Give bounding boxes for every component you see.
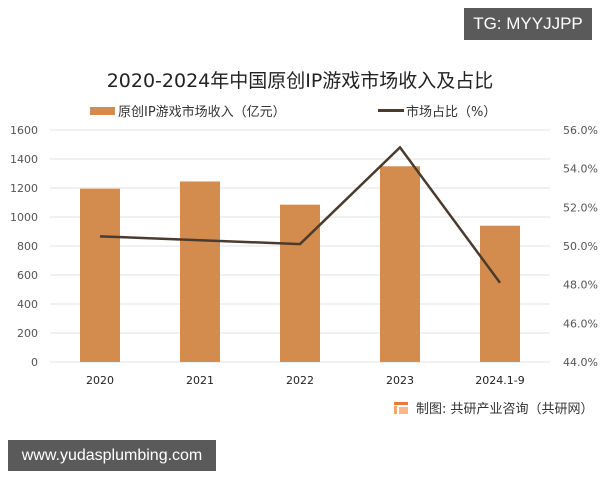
- right-tick-label: 46.0%: [563, 317, 598, 330]
- x-tick-label: 2021: [186, 374, 214, 387]
- left-tick-label: 400: [17, 298, 38, 311]
- bar: [380, 166, 420, 362]
- left-tick-label: 1600: [10, 124, 38, 137]
- right-tick-label: 44.0%: [563, 356, 598, 369]
- source-credit: 制图: 共研产业咨询（共研网）: [394, 398, 594, 417]
- x-axis-labels: 2020 2021 2022 2023 2024.1-9: [86, 374, 525, 387]
- chart-title: 2020-2024年中国原创IP游戏市场收入及占比: [106, 70, 494, 92]
- legend-bar-swatch: [90, 106, 115, 115]
- bar-series: [80, 166, 520, 362]
- left-tick-label: 0: [31, 356, 38, 369]
- left-tick-label: 800: [17, 240, 38, 253]
- x-tick-label: 2022: [286, 374, 314, 387]
- right-tick-label: 50.0%: [563, 240, 598, 253]
- legend-label-revenue: 原创IP游戏市场收入（亿元）: [118, 105, 286, 120]
- source-logo-icon: [394, 401, 408, 415]
- bar: [480, 225, 520, 362]
- watermark-badge: TG: MYYJJPP: [464, 8, 592, 40]
- bar: [180, 181, 220, 362]
- bar: [280, 204, 320, 362]
- left-tick-label: 1200: [10, 182, 38, 195]
- left-tick-label: 1400: [10, 153, 38, 166]
- right-tick-label: 54.0%: [563, 163, 598, 176]
- right-tick-label: 52.0%: [563, 201, 598, 214]
- url-banner: www.yudasplumbing.com: [8, 440, 216, 471]
- left-tick-label: 1000: [10, 211, 38, 224]
- legend-line-swatch: [378, 109, 404, 112]
- legend-label-share: 市场占比（%）: [406, 105, 497, 120]
- share-line: [99, 145, 502, 284]
- x-tick-label: 2023: [386, 374, 414, 387]
- right-tick-label: 56.0%: [563, 124, 598, 137]
- legend-item-share: 市场占比（%）: [378, 101, 496, 120]
- left-tick-label: 200: [17, 327, 38, 340]
- left-axis-labels: 0 200 400 600 800 1000 1200 1400 1600: [10, 124, 38, 369]
- legend-item-revenue: 原创IP游戏市场收入（亿元）: [90, 101, 286, 120]
- x-tick-label: 2020: [86, 374, 114, 387]
- bar: [80, 188, 120, 362]
- line-series: [99, 145, 502, 284]
- x-tick-label: 2024.1-9: [475, 374, 524, 387]
- left-tick-label: 600: [17, 269, 38, 282]
- source-text: 制图: 共研产业咨询（共研网）: [416, 402, 594, 417]
- right-tick-label: 48.0%: [563, 279, 598, 292]
- right-axis-labels: 44.0% 46.0% 48.0% 50.0% 52.0% 54.0% 56.0%: [563, 124, 598, 369]
